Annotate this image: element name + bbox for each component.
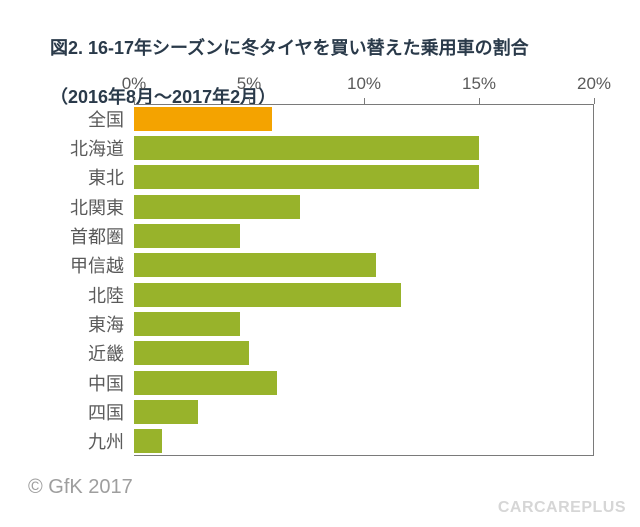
bar-row — [134, 341, 594, 365]
category-label: 全国 — [0, 106, 124, 132]
bar — [134, 283, 401, 307]
bar — [134, 253, 376, 277]
x-tick-label: 20% — [577, 74, 611, 94]
chart-title: 図2. 16-17年シーズンに冬タイヤを買い替えた乗用車の割合 （2016年8月… — [50, 12, 529, 109]
x-tick-label: 10% — [347, 74, 381, 94]
bar — [134, 371, 277, 395]
category-label: 東海 — [0, 311, 124, 337]
bar — [134, 400, 198, 424]
bar-row — [134, 165, 594, 189]
bar — [134, 107, 272, 131]
bar-row — [134, 107, 594, 131]
bar — [134, 195, 300, 219]
bar-row — [134, 136, 594, 160]
category-label: 北陸 — [0, 282, 124, 308]
category-label: 首都圏 — [0, 223, 124, 249]
category-label: 近畿 — [0, 340, 124, 366]
chart-title-line1: 図2. 16-17年シーズンに冬タイヤを買い替えた乗用車の割合 — [50, 38, 529, 58]
bar — [134, 312, 240, 336]
bar-row — [134, 283, 594, 307]
bar-row — [134, 195, 594, 219]
bar-row — [134, 429, 594, 453]
x-tick-label: 15% — [462, 74, 496, 94]
category-label: 九州 — [0, 428, 124, 454]
watermark-text: CARCAREPLUS — [498, 499, 626, 517]
bar-row — [134, 371, 594, 395]
bar — [134, 429, 162, 453]
category-label: 北海道 — [0, 135, 124, 161]
x-tick — [594, 104, 595, 456]
category-label: 甲信越 — [0, 252, 124, 278]
x-tick-label: 0% — [122, 74, 147, 94]
bar — [134, 165, 479, 189]
category-label: 中国 — [0, 370, 124, 396]
bar-row — [134, 253, 594, 277]
category-label: 東北 — [0, 164, 124, 190]
bar-row — [134, 400, 594, 424]
bar-row — [134, 224, 594, 248]
x-tick-label: 5% — [237, 74, 262, 94]
category-label: 四国 — [0, 399, 124, 425]
bar — [134, 341, 249, 365]
copyright-text: © GfK 2017 — [28, 476, 133, 499]
chart-plot-area: 0%5%10%15%20% — [134, 104, 594, 456]
bar — [134, 136, 479, 160]
bar — [134, 224, 240, 248]
category-label: 北関東 — [0, 194, 124, 220]
bar-row — [134, 312, 594, 336]
